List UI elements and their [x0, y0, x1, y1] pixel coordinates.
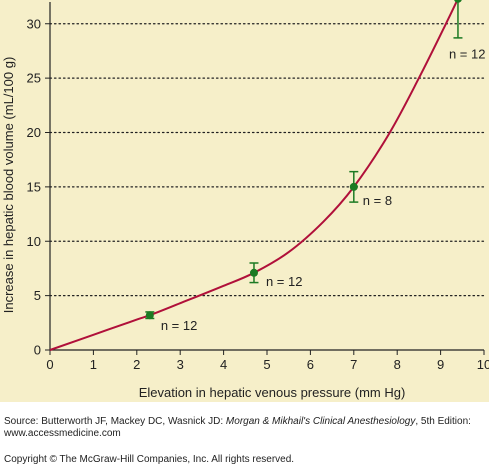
x-tick-label-3: 3 — [177, 357, 184, 372]
x-tick-label-7: 7 — [350, 357, 357, 372]
y-tick-label-0: 0 — [34, 343, 41, 358]
data-label-1: n = 12 — [161, 318, 198, 333]
x-tick-label-0: 0 — [46, 357, 53, 372]
y-tick-label-10: 10 — [27, 234, 41, 249]
y-tick-label-5: 5 — [34, 288, 41, 303]
x-tick-label-10: 10 — [477, 357, 489, 372]
copyright-notice: Copyright © The McGraw-Hill Companies, I… — [4, 454, 295, 465]
x-tick-label-1: 1 — [90, 357, 97, 372]
x-tick-label-5: 5 — [263, 357, 270, 372]
curve-layer — [49, 0, 459, 351]
data-point-1 — [145, 311, 154, 320]
x-tick-label-4: 4 — [220, 357, 227, 372]
x-tick-label-2: 2 — [133, 357, 140, 372]
fitted-curve — [49, 0, 459, 351]
source-prefix: Source: Butterworth JF, Mackey DC, Wasni… — [4, 416, 226, 427]
figure-background — [0, 0, 489, 402]
data-label-2: n = 12 — [266, 274, 303, 289]
points-layer: n = 12 n = 12 n = 8 n = 12 — [145, 0, 485, 333]
data-point-group-4: n = 12 — [449, 0, 486, 62]
data-label-4: n = 12 — [449, 47, 486, 62]
source-suffix: , 5th Edition: www.accessmedicine.com — [4, 416, 471, 439]
x-tick-label-8: 8 — [394, 357, 401, 372]
data-point-group-2: n = 12 — [249, 262, 303, 289]
data-point-group-3: n = 8 — [349, 170, 392, 208]
source-citation: Source: Butterworth JF, Mackey DC, Wasni… — [4, 416, 484, 440]
x-tick-label-6: 6 — [307, 357, 314, 372]
y-axis-label: Increase in hepatic blood volume (mL/100… — [1, 57, 16, 314]
y-tick-label-20: 20 — [27, 125, 41, 140]
data-label-3: n = 8 — [363, 193, 392, 208]
x-tick-label-9: 9 — [437, 357, 444, 372]
data-point-3 — [349, 182, 358, 191]
y-tick-label-25: 25 — [27, 71, 41, 86]
y-tick-label-15: 15 — [27, 179, 41, 194]
axes: 0 1 2 3 4 5 6 7 8 9 10 0 5 10 15 20 25 30 — [27, 2, 489, 372]
data-point-4 — [454, 0, 462, 3]
data-point-group-1: n = 12 — [145, 311, 197, 333]
gridlines — [49, 23, 485, 297]
source-title: Morgan & Mikhail's Clinical Anesthesiolo… — [225, 416, 416, 427]
x-axis-label: Elevation in hepatic venous pressure (mm… — [139, 385, 406, 400]
data-point-2 — [249, 268, 258, 277]
y-tick-label-30: 30 — [27, 16, 41, 31]
